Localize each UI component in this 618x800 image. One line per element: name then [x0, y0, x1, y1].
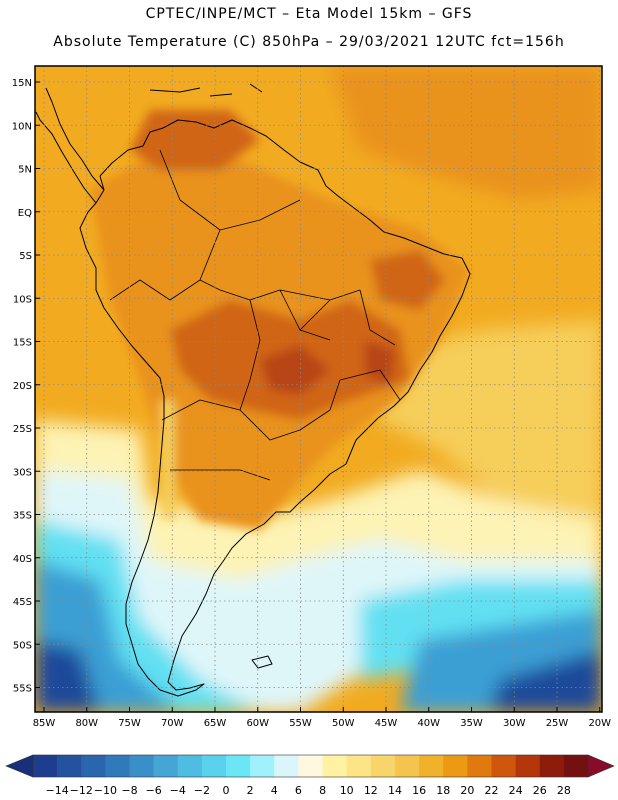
lon-label: 35W [460, 718, 483, 729]
colorbar-swatch [298, 755, 323, 777]
lat-label: 10S [13, 294, 32, 305]
northeast-heat-area [370, 250, 445, 310]
latitude-labels: 15N 10N 5N EQ 5S 10S 15S 20S 25S 30S 35S 40S 45S 50S 5… [12, 78, 40, 695]
colorbar-swatch [33, 755, 58, 777]
lat-label: 55S [13, 684, 32, 695]
southern-deep-blue-zone [35, 640, 602, 712]
colorbar-label: 28 [557, 784, 571, 797]
andes-cool-strip [160, 400, 175, 520]
lat-label: 20S [13, 381, 32, 392]
country-borders [109, 149, 401, 481]
colorbar-label: −2 [194, 784, 210, 797]
colorbar-swatch [322, 755, 347, 777]
colorbar-swatch [346, 755, 372, 777]
lat-label: 45S [13, 597, 32, 608]
lat-label: 5N [18, 165, 32, 176]
colorbar-swatch [443, 755, 468, 777]
colorbar-label: 26 [533, 784, 547, 797]
colorbar-swatch [539, 755, 565, 777]
falkland-islands [251, 655, 273, 669]
lon-label: 25W [546, 718, 569, 729]
colorbar-swatch [274, 755, 299, 777]
southern-blue-zone [35, 560, 602, 712]
colorbar-swatch [250, 755, 275, 777]
colorbar-label: 18 [436, 784, 450, 797]
colorbar-label: 22 [484, 784, 498, 797]
colorbar-swatch [370, 755, 396, 777]
lon-label: 80W [75, 718, 98, 729]
lat-label: 50S [13, 640, 32, 651]
colorbar-label: 2 [247, 784, 254, 797]
colorbar-swatch [153, 755, 179, 777]
map-title-line-1: CPTEC/INPE/MCT – Eta Model 15km – GFS [145, 6, 473, 22]
northern-warm-band [330, 66, 602, 200]
colorbar-swatch [563, 755, 589, 777]
colorbar-label: 24 [509, 784, 523, 797]
lat-lon-grid [35, 66, 602, 712]
colorbar-swatch [491, 755, 516, 777]
southern-cyan-zone [35, 520, 602, 712]
map-title-line-2: Absolute Temperature (C) 850hPa – 29/03/… [53, 34, 565, 50]
colorbar-label: −10 [94, 784, 117, 797]
lat-label: 30S [13, 467, 32, 478]
lat-label: 15N [12, 78, 32, 89]
colorbar-swatch [201, 755, 227, 777]
temperature-field [35, 66, 602, 712]
longitude-labels: 85W 80W 75W 70W 65W 60W 55W 50W 45W 40W 35W 30W 25W 2… [33, 707, 611, 729]
lon-label: 65W [204, 718, 227, 729]
lon-label: 30W [503, 718, 526, 729]
lat-label: 40S [13, 554, 32, 565]
coastlines-and-borders [35, 83, 471, 697]
lon-label: 70W [161, 718, 184, 729]
colorbar-high-arrow [587, 754, 615, 778]
colorbar-label: 16 [412, 784, 426, 797]
colorbar-label: 0 [223, 784, 230, 797]
lat-label: 35S [13, 511, 32, 522]
lat-label: EQ [18, 208, 32, 219]
lon-label: 85W [33, 718, 56, 729]
colorbar-label: −12 [70, 784, 93, 797]
colorbar-swatch [177, 755, 203, 777]
south-america-coastline [79, 119, 471, 697]
central-heat-peak [260, 340, 395, 395]
colorbar-label: 10 [340, 784, 354, 797]
map-frame [34, 65, 603, 713]
colorbar-swatch [394, 755, 420, 777]
colorbar-outline [32, 754, 589, 778]
lon-label: 40W [417, 718, 440, 729]
lon-label: 50W [332, 718, 355, 729]
colorbar-label: 12 [364, 784, 378, 797]
caribbean-islands [149, 83, 263, 97]
lat-label: 15S [13, 338, 32, 349]
colorbar-swatch [81, 755, 106, 777]
colorbar-label: −6 [146, 784, 162, 797]
lon-label: 45W [375, 718, 398, 729]
lon-label: 20W [588, 718, 611, 729]
colorbar-label: 8 [319, 784, 326, 797]
colorbar-label: −14 [46, 784, 69, 797]
lat-label: 25S [13, 424, 32, 435]
colorbar-swatch [129, 755, 154, 777]
colorbar-swatch [57, 755, 82, 777]
colorbar-low-arrow [5, 754, 34, 778]
colorbar-swatch [226, 755, 251, 777]
colorbar-label: 20 [460, 784, 474, 797]
lat-label: 5S [19, 251, 32, 262]
colorbar-swatch [515, 755, 541, 777]
lat-label: 10N [12, 121, 32, 132]
temperature-colorbar: −14 −12 −10 −8 −6 −4 −2 0 2 4 6 8 10 12 14 16 18 20 22 24 26… [5, 754, 615, 797]
colorbar-swatch [419, 755, 444, 777]
colorbar-label: −4 [170, 784, 186, 797]
colorbar-label: 4 [271, 784, 278, 797]
colorbar-swatch [467, 755, 492, 777]
colorbar-label: −8 [121, 784, 137, 797]
lon-label: 75W [118, 718, 141, 729]
lon-label: 55W [289, 718, 312, 729]
colorbar-swatch [105, 755, 130, 777]
colorbar-label: 14 [388, 784, 402, 797]
colorbar-label: 6 [295, 784, 302, 797]
lon-label: 60W [246, 718, 269, 729]
central-america-coastline [35, 87, 105, 204]
